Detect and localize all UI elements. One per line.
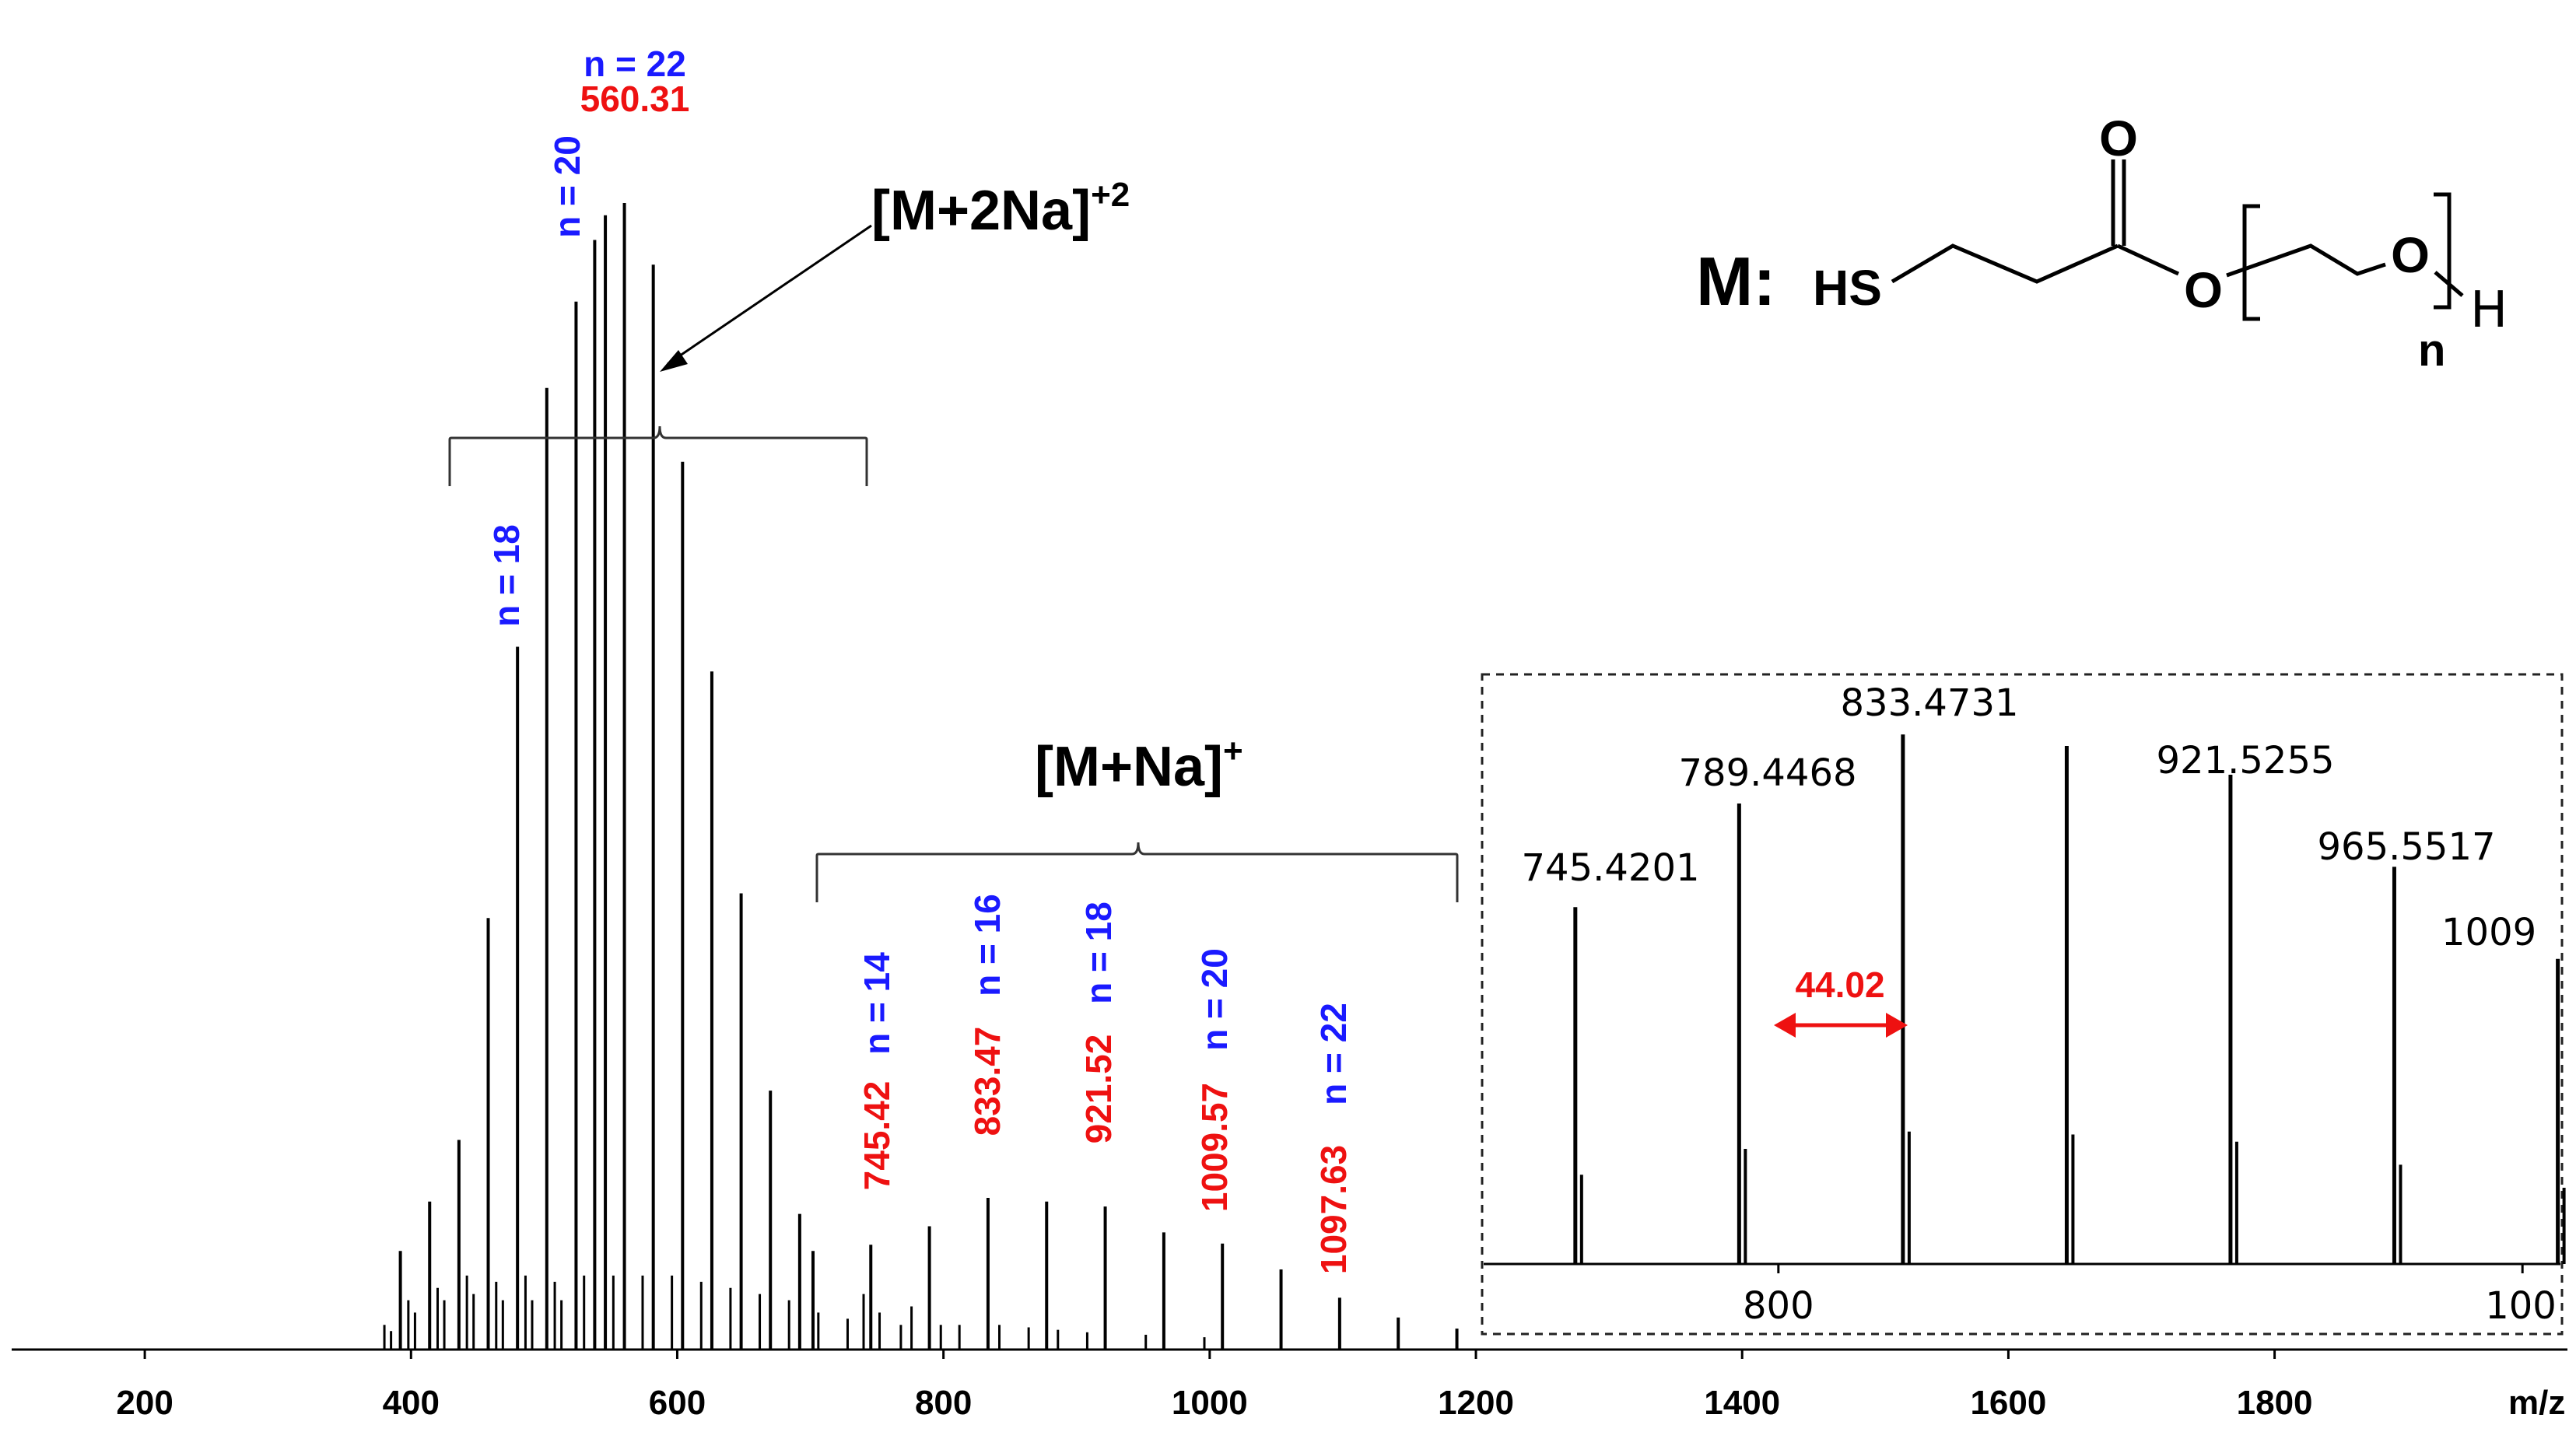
chemical-structure: M: HS O O O H n	[1696, 110, 2508, 376]
top-peak-n-label: n = 22	[584, 44, 686, 84]
monocation-bracket	[815, 842, 1459, 902]
lower-mass-label: 833.47	[967, 1027, 1008, 1136]
n20-upper-label: n = 20	[547, 135, 587, 238]
structure-m-label: M:	[1696, 243, 1776, 320]
lower-mass-label: 1097.63	[1313, 1145, 1354, 1274]
dication-label: [M+2Na]+2	[871, 176, 1130, 242]
x-axis-ticks: 200 400 600 800 1000 1200 1400 1600 1800	[116, 1350, 2313, 1422]
dication-bracket	[448, 425, 868, 486]
lower-mass-label: 745.42	[857, 1081, 897, 1191]
structure-o-ester: O	[2184, 262, 2223, 318]
lower-n-label: n = 22	[1313, 1003, 1354, 1105]
monocation-charge: +	[1223, 732, 1243, 770]
x-axis-label: m/z	[2508, 1384, 2565, 1422]
inset-panel: 800 100 745.4201 789.4468 833.4731 921.52…	[1481, 673, 2566, 1336]
x-tick-label: 1200	[1438, 1384, 1514, 1422]
x-tick-label: 800	[915, 1384, 972, 1422]
inset-tick-label: 100	[2485, 1284, 2557, 1328]
inset-x-ticks: 800 100	[1743, 1264, 2557, 1328]
inset-peak-label: 921.5255	[2156, 739, 2334, 783]
n18-upper-label: n = 18	[486, 524, 527, 627]
spacing-arrow-right	[1886, 1013, 1908, 1038]
x-tick-label: 1000	[1172, 1384, 1248, 1422]
lower-n-label: n = 20	[1194, 948, 1235, 1051]
x-tick-label: 200	[116, 1384, 173, 1422]
structure-bonds	[1891, 243, 2119, 284]
monocation-label: [M+Na]+	[1035, 732, 1243, 798]
inset-tick-label: 800	[1743, 1284, 1814, 1328]
structure-o-repeat: O	[2391, 227, 2430, 283]
ester-bond	[2116, 243, 2180, 276]
lower-n-label: n = 16	[967, 894, 1008, 996]
dication-arrow-head	[660, 350, 688, 372]
repeat-bracket-right	[2434, 192, 2452, 310]
inset-peak-label: 833.4731	[1840, 681, 2018, 725]
lower-mass-label: 1009.57	[1194, 1083, 1235, 1212]
lower-peak-label: n = 20 1009.57	[1194, 948, 1235, 1212]
x-tick-label: 600	[649, 1384, 706, 1422]
x-tick-label: 400	[383, 1384, 440, 1422]
structure-h-end: H	[2470, 282, 2508, 339]
repeat-bonds	[2226, 243, 2386, 278]
main-peaks	[383, 202, 1459, 1350]
x-tick-label: 1400	[1704, 1384, 1780, 1422]
repeat-bracket-left	[2242, 204, 2260, 321]
lower-n-label: n = 18	[1078, 902, 1119, 1004]
dication-charge: +2	[1091, 176, 1130, 214]
dication-arrow-line	[667, 224, 872, 366]
inset-peak-label: 965.5517	[2317, 825, 2495, 869]
inset-peak-label: 1009	[2441, 911, 2536, 954]
inset-frame	[1481, 673, 2564, 1336]
lower-peak-label: n = 22 1097.63	[1313, 1003, 1354, 1274]
lower-peak-label: n = 14 745.42	[857, 952, 897, 1191]
x-tick-label: 1600	[1970, 1384, 2046, 1422]
x-tick-label: 1800	[2237, 1384, 2313, 1422]
top-peak-mass-label: 560.31	[580, 79, 690, 119]
structure-n-sub: n	[2418, 325, 2445, 376]
structure-hs: HS	[1813, 260, 1882, 316]
lower-peak-label: n = 16 833.47	[967, 894, 1008, 1136]
spacing-arrow-left	[1774, 1013, 1796, 1038]
spacing-label: 44.02	[1795, 965, 1884, 1005]
lower-mass-label: 921.52	[1078, 1035, 1119, 1144]
inset-peak-label: 745.4201	[1521, 846, 1699, 890]
structure-o-carbonyl: O	[2099, 110, 2138, 166]
terminal-bond	[2434, 271, 2464, 297]
inset-peaks	[1573, 734, 2566, 1264]
lower-n-label: n = 14	[857, 952, 897, 1055]
lower-peak-label: n = 18 921.52	[1078, 902, 1119, 1143]
inset-peak-label: 789.4468	[1678, 751, 1856, 795]
